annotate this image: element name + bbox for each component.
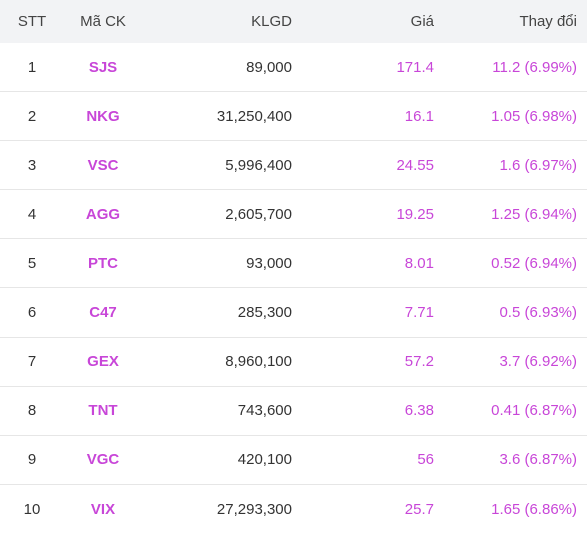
price-cell: 8.01 xyxy=(404,254,434,272)
row-index: 3 xyxy=(27,156,37,174)
row-index: 5 xyxy=(27,254,37,272)
change-cell: 1.25 (6.94%) xyxy=(491,205,577,223)
table-row: 6 C47 285,300 7.71 0.5 (6.93%) xyxy=(0,288,587,338)
volume-cell: 8,960,100 xyxy=(225,353,292,371)
row-index: 8 xyxy=(27,402,37,420)
header-symbol: Mã CK xyxy=(80,13,126,30)
table-row: 2 NKG 31,250,400 16.1 1.05 (6.98%) xyxy=(0,92,587,142)
volume-cell: 31,250,400 xyxy=(216,107,292,125)
volume-cell: 420,100 xyxy=(237,451,292,469)
table-row: 8 TNT 743,600 6.38 0.41 (6.87%) xyxy=(0,387,587,436)
stock-symbol-link[interactable]: VSC xyxy=(87,156,119,174)
row-index: 6 xyxy=(27,304,37,322)
change-cell: 1.65 (6.86%) xyxy=(491,500,577,518)
header-change: Thay đổi xyxy=(519,13,577,30)
change-cell: 0.52 (6.94%) xyxy=(491,254,577,272)
row-index: 2 xyxy=(27,107,37,125)
stock-symbol-link[interactable]: C47 xyxy=(89,304,117,322)
header-stt: STT xyxy=(17,13,47,30)
volume-cell: 5,996,400 xyxy=(225,156,292,174)
price-cell: 19.25 xyxy=(396,205,434,223)
row-index: 4 xyxy=(27,205,37,223)
header-volume: KLGD xyxy=(251,13,292,30)
header-price: Giá xyxy=(410,13,434,30)
price-cell: 7.71 xyxy=(404,304,434,322)
row-index: 9 xyxy=(27,451,37,469)
price-cell: 6.38 xyxy=(404,402,434,420)
price-cell: 56 xyxy=(417,451,434,469)
table-header: STT Mã CK KLGD Giá Thay đổi xyxy=(0,0,587,43)
price-cell: 25.7 xyxy=(404,500,434,518)
change-cell: 1.6 (6.97%) xyxy=(499,156,577,174)
volume-cell: 27,293,300 xyxy=(216,500,292,518)
volume-cell: 285,300 xyxy=(237,304,292,322)
row-index: 10 xyxy=(23,500,41,518)
stock-symbol-link[interactable]: AGG xyxy=(85,205,121,223)
stock-symbol-link[interactable]: TNT xyxy=(88,402,118,420)
table-row: 10 VIX 27,293,300 25.7 1.65 (6.86%) xyxy=(0,485,587,534)
table-row: 4 AGG 2,605,700 19.25 1.25 (6.94%) xyxy=(0,190,587,240)
table-row: 3 VSC 5,996,400 24.55 1.6 (6.97%) xyxy=(0,141,587,191)
stock-symbol-link[interactable]: VIX xyxy=(90,500,116,518)
stock-symbol-link[interactable]: VGC xyxy=(86,451,120,469)
stock-symbol-link[interactable]: GEX xyxy=(87,353,119,371)
volume-cell: 93,000 xyxy=(246,254,292,272)
price-cell: 57.2 xyxy=(404,353,434,371)
change-cell: 0.41 (6.87%) xyxy=(491,402,577,420)
stock-symbol-link[interactable]: SJS xyxy=(88,58,118,76)
price-cell: 24.55 xyxy=(396,156,434,174)
stock-symbol-link[interactable]: PTC xyxy=(88,254,118,272)
change-cell: 3.7 (6.92%) xyxy=(499,353,577,371)
row-index: 1 xyxy=(27,58,37,76)
table-row: 1 SJS 89,000 171.4 11.2 (6.99%) xyxy=(0,43,587,93)
change-cell: 11.2 (6.99%) xyxy=(492,58,577,76)
change-cell: 0.5 (6.93%) xyxy=(499,304,577,322)
table-row: 7 GEX 8,960,100 57.2 3.7 (6.92%) xyxy=(0,338,587,387)
change-cell: 3.6 (6.87%) xyxy=(499,451,577,469)
change-cell: 1.05 (6.98%) xyxy=(491,107,577,125)
volume-cell: 2,605,700 xyxy=(225,205,292,223)
price-cell: 16.1 xyxy=(404,107,434,125)
table-row: 9 VGC 420,100 56 3.6 (6.87%) xyxy=(0,436,587,485)
row-index: 7 xyxy=(27,353,37,371)
stock-symbol-link[interactable]: NKG xyxy=(86,107,120,125)
table-row: 5 PTC 93,000 8.01 0.52 (6.94%) xyxy=(0,239,587,289)
volume-cell: 743,600 xyxy=(237,402,292,420)
volume-cell: 89,000 xyxy=(246,58,292,76)
price-cell: 171.4 xyxy=(396,58,434,76)
